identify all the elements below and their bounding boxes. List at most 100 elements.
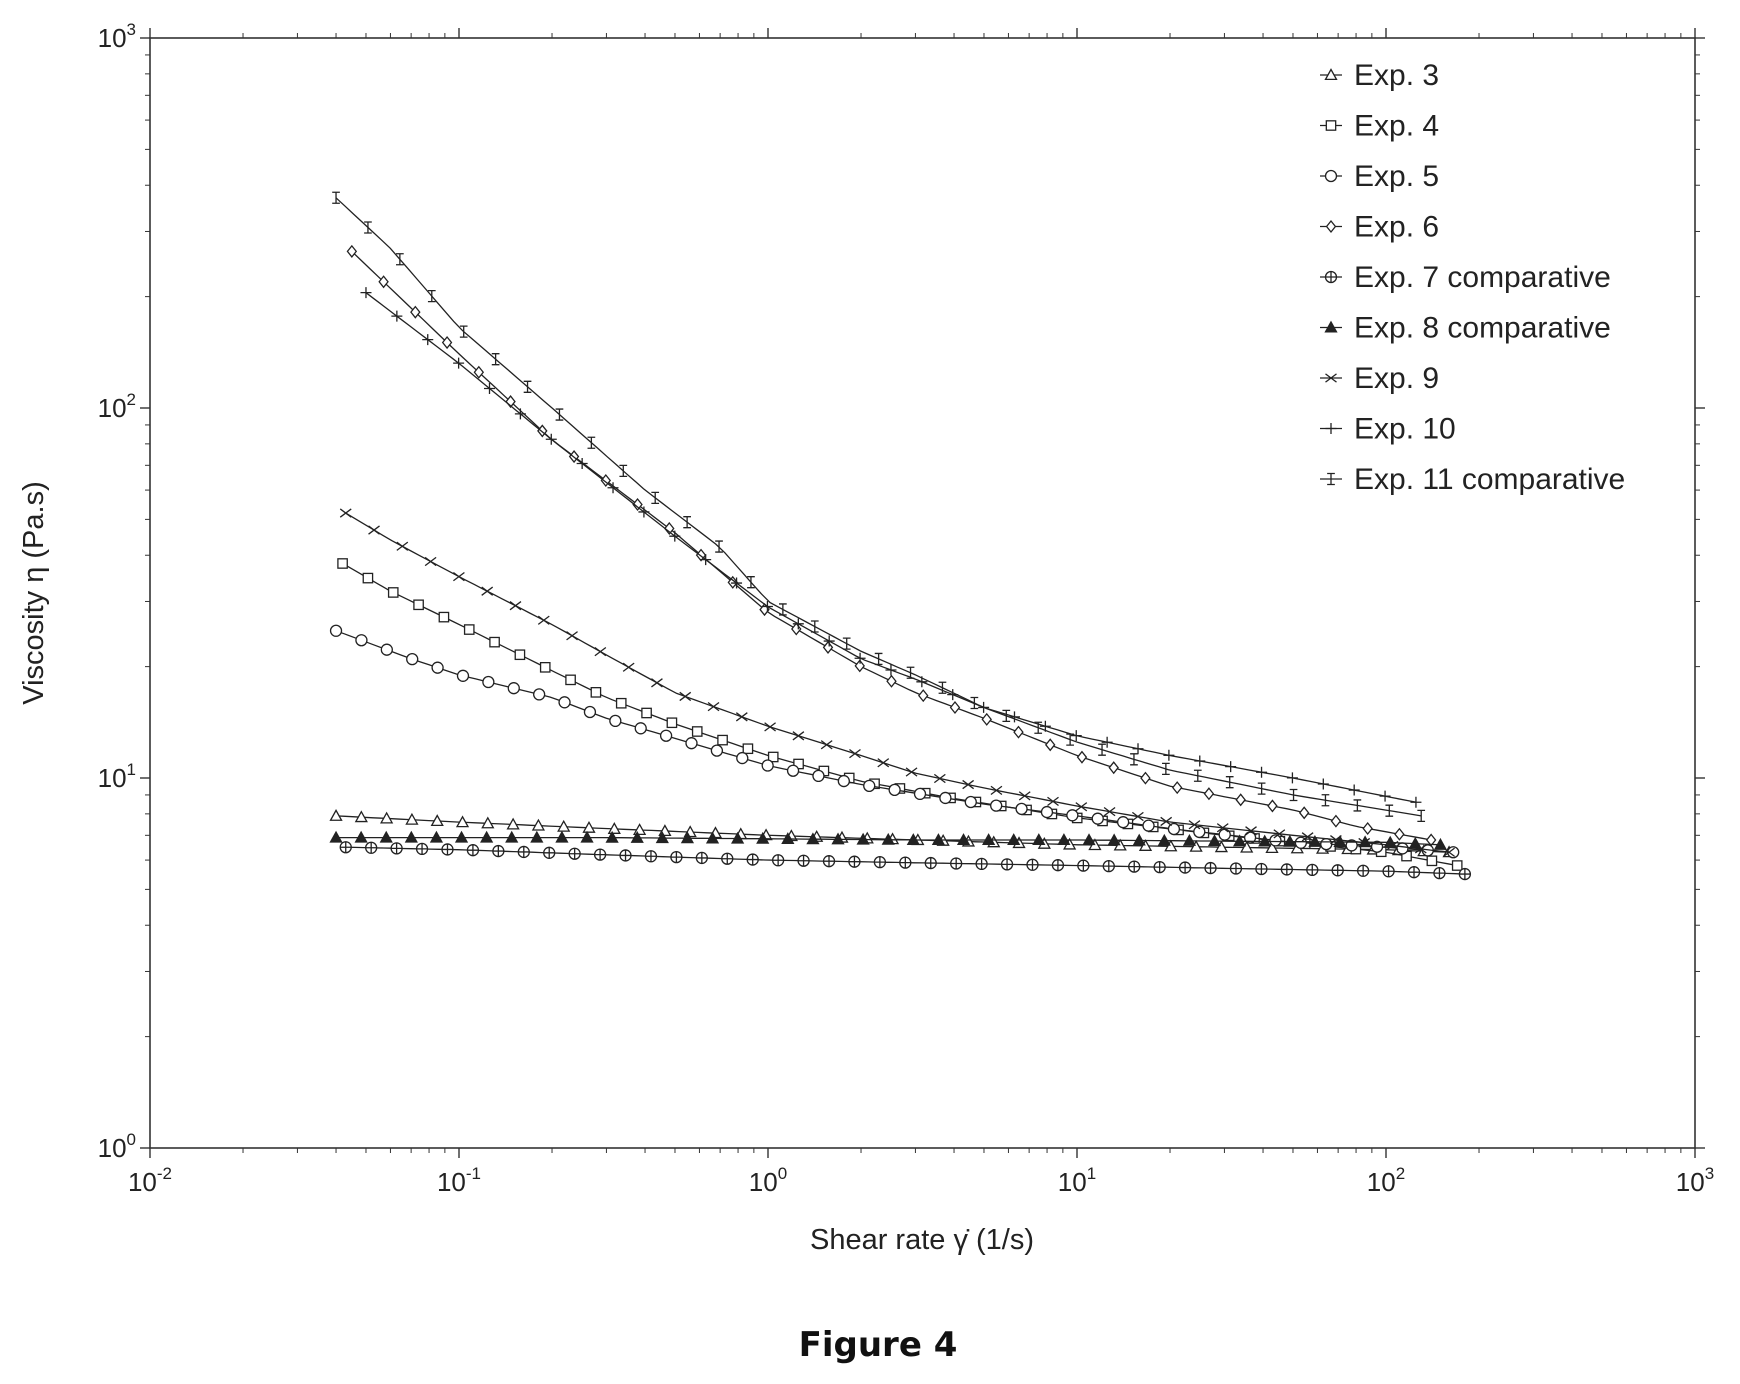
data-point-exp-6 [1425,833,1437,847]
data-point-exp-9 [368,525,380,535]
legend-marker-icon [1325,219,1337,234]
data-point-exp-4 [565,674,576,686]
data-point-exp-7-comparative [1204,861,1217,875]
data-point-exp-11-comparative [555,408,564,421]
data-point-exp-5 [380,643,393,656]
data-point-exp-4 [742,743,754,755]
data-point-exp-10 [545,433,557,445]
data-point-exp-10 [1101,736,1113,748]
legend-marker-icon [1325,120,1337,131]
data-point-exp-9 [622,662,635,672]
data-point-exp-8-comparative [956,833,971,846]
legend-marker-icon [1325,423,1337,434]
data-point-exp-10 [576,458,588,470]
data-point-exp-8-comparative [429,830,444,843]
x-tick-label: 103 [1676,1164,1714,1197]
data-point-exp-5 [1218,828,1231,841]
data-point-exp-8-comparative [1082,833,1096,846]
data-point-exp-9 [509,601,522,611]
data-point-exp-7-comparative [1382,865,1395,878]
legend-label: Exp. 5 [1354,160,1439,193]
data-point-exp-5 [812,769,825,783]
data-point-exp-9 [849,748,861,759]
data-point-exp-7-comparative [441,843,454,856]
series-exp-4 [337,558,1463,871]
data-point-exp-9 [905,767,918,777]
data-point-exp-3 [582,820,596,833]
legend-label: Exp. 11 comparative [1354,463,1625,496]
data-point-exp-9 [566,631,578,641]
data-point-exp-9 [1160,816,1173,827]
data-point-exp-11-comparative [427,289,436,303]
data-point-exp-8-comparative [1433,837,1448,850]
data-point-exp-6 [981,712,992,726]
data-point-exp-7-comparative [1026,858,1039,871]
data-point-exp-5 [1116,816,1130,829]
data-point-exp-10 [1132,743,1144,755]
data-point-exp-5 [1066,809,1079,822]
legend-entry-exp-8-comparative: Exp. 8 comparative [1320,312,1611,345]
data-point-exp-11-comparative [364,221,372,234]
legend-entry-exp-5: Exp. 5 [1320,160,1439,193]
data-point-exp-11-comparative [587,436,596,449]
data-point-exp-11-comparative [332,191,340,204]
data-point-exp-9 [877,758,890,768]
data-point-exp-5 [710,744,724,757]
data-point-exp-9 [339,508,352,518]
data-point-exp-8-comparative [831,832,845,845]
x-tick-labels: 10-2 10-1 100 101 102 103 [128,1164,1714,1197]
data-point-exp-7-comparative [899,856,912,869]
series-exp-9 [339,508,1455,857]
data-point-exp-11-comparative [1002,709,1011,723]
data-point-exp-10 [422,334,434,346]
data-point-exp-8-comparative [1007,833,1021,846]
data-point-exp-9 [594,646,607,657]
data-point-exp-7-comparative [1229,862,1243,875]
data-point-exp-9 [1103,807,1116,817]
data-point-exp-7-comparative [365,841,378,854]
data-point-exp-10 [792,618,804,630]
data-point-exp-4 [463,624,475,635]
data-point-exp-6 [1108,761,1119,775]
data-point-exp-4 [767,751,779,763]
data-point-exp-10 [1348,784,1360,796]
data-point-exp-9 [537,615,550,625]
data-point-exp-9 [792,731,805,741]
data-point-exp-9 [1273,829,1286,839]
data-point-exp-11-comparative [1098,743,1106,756]
data-point-exp-11-comparative [906,666,915,679]
data-point-exp-5 [1091,812,1104,825]
data-point-exp-5 [685,737,698,750]
legend-marker-icon [1325,373,1337,383]
data-point-exp-10 [854,652,866,664]
series-exp-8-comparative [329,830,1448,850]
legend-entry-exp-3: Exp. 3 [1320,59,1439,92]
legend-label: Exp. 10 [1354,413,1456,446]
data-point-exp-4 [438,611,450,623]
data-point-exp-11-comparative [1289,788,1298,802]
x-tick-label: 10-2 [128,1164,172,1197]
data-point-exp-11-comparative [1034,721,1043,734]
data-point-exp-8-comparative [1207,834,1222,847]
data-point-exp-7-comparative [466,844,480,857]
data-point-exp-8-comparative [630,831,644,843]
data-point-exp-7-comparative [1128,860,1141,873]
data-point-exp-10 [823,635,835,647]
data-point-exp-10 [391,310,403,322]
data-point-exp-5 [761,759,774,772]
data-point-exp-9 [962,779,975,790]
data-point-exp-3 [380,811,394,824]
data-point-exp-9 [396,541,409,551]
data-point-exp-7-comparative [1077,859,1090,872]
data-point-exp-4 [387,587,399,598]
data-point-exp-9 [1075,802,1088,812]
data-point-exp-3 [430,814,444,827]
data-point-exp-5 [1320,837,1333,851]
data-point-exp-9 [651,678,663,688]
legend-label: Exp. 4 [1354,110,1439,143]
data-point-exp-7-comparative [1433,867,1446,880]
legend-label: Exp. 7 comparative [1354,261,1611,294]
series-line-exp-4 [342,562,1458,867]
data-point-exp-7-comparative [1458,867,1472,881]
data-point-exp-11-comparative [874,652,883,666]
